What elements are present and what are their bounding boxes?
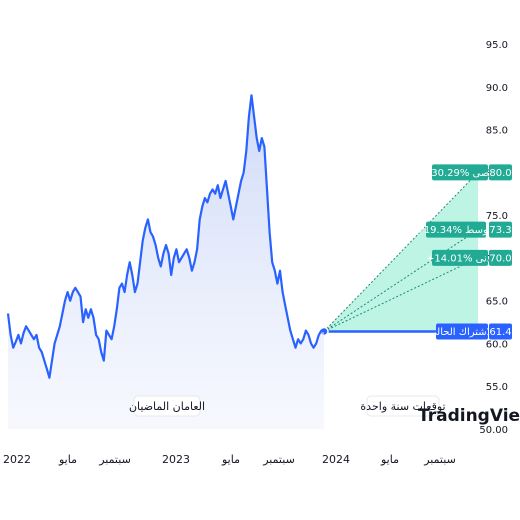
badge-value-box	[489, 323, 512, 340]
history-area-fill	[8, 95, 324, 430]
y-axis: 95.0 90.0 85.0 80.0 75.0 70.0 65.0 60.0 55.0 50.0…	[479, 40, 508, 436]
x-tick-label: 2022	[3, 453, 31, 466]
x-tick-label: مايو	[380, 453, 399, 466]
badge-value-box	[489, 221, 512, 238]
x-axis: 2022 مايو سبتمبر 2023 مايو سبتمبر 2024 مايو سبتم…	[3, 453, 456, 466]
badge-label-box	[436, 323, 488, 340]
badge-label-text: +30.29% أقصى	[423, 166, 497, 179]
forecast-period-label: توقعات سنة واحدة	[360, 400, 445, 413]
x-tick-label: مايو	[221, 453, 240, 466]
tradingview-logo: TradingView	[418, 406, 520, 426]
x-tick-label: 2023	[162, 453, 190, 466]
y-tick-label: 75.0	[486, 211, 508, 222]
y-tick-label: 95.0	[486, 40, 508, 51]
y-tick-label: 65.0	[486, 297, 508, 308]
y-tick-label: 85.0	[486, 126, 508, 137]
badge-value-text: 73.3	[489, 225, 511, 236]
history-period-label: العامان الماضيان	[129, 400, 205, 413]
badge-value-text: 70.0	[489, 253, 511, 264]
x-tick-label: سبتمبر	[423, 453, 456, 466]
y-tick-label: 60.0	[486, 339, 508, 350]
x-tick-label: مايو	[58, 453, 77, 466]
history-period-pill: العامان الماضيان	[129, 395, 205, 417]
forecast-max-line	[323, 171, 479, 332]
y-tick-label: 50.00	[479, 425, 508, 436]
badge-value-text: 61.4	[489, 327, 511, 338]
badge-label-text: +14.01% أدنى	[426, 251, 494, 264]
badge-label-box	[432, 249, 488, 266]
badge-label-box	[426, 221, 486, 238]
x-tick-label: سبتمبر	[262, 453, 295, 466]
forecast-period-pill: توقعات سنة واحدة	[360, 395, 446, 417]
forecast-avg-line	[323, 229, 479, 332]
badge-label-box	[432, 164, 488, 181]
badge-value-text: 80.0	[489, 168, 511, 179]
badge-label-text: الاشتراك الحالي	[429, 327, 495, 338]
history-series	[6, 94, 325, 430]
badge-value-box	[489, 249, 512, 266]
badge-label-text: +19.34% متوسط	[415, 225, 496, 236]
y-tick-label: 55.0	[486, 382, 508, 393]
forecast-fan	[324, 172, 478, 332]
forecast-min-line	[323, 257, 479, 332]
x-tick-label: 2024	[322, 453, 350, 466]
logo-wordmark: TradingView	[418, 406, 520, 426]
y-tick-label: 90.0	[486, 83, 508, 94]
x-tick-label: سبتمبر	[98, 453, 131, 466]
badge-value-box	[489, 164, 512, 181]
history-line	[6, 94, 325, 379]
